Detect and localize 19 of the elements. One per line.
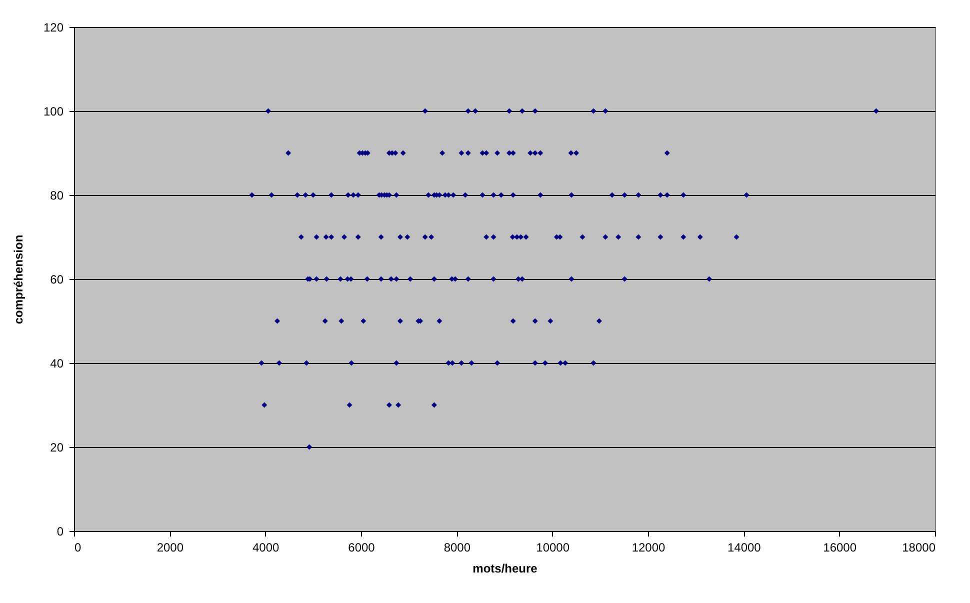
y-tick-label: 100 [43,104,64,118]
y-tick-label: 80 [50,188,64,202]
x-tick-label: 2000 [156,540,184,554]
x-tick-label: 12000 [632,540,666,554]
y-tick-label: 20 [50,440,64,454]
x-tick-label: 4000 [252,540,280,554]
x-tick-label: 16000 [823,540,857,554]
y-tick-label: 60 [50,272,64,286]
x-tick-label: 0 [74,540,82,554]
y-tick-label: 120 [43,20,64,34]
y-axis-title: compréhension [11,234,26,324]
x-axis-title: mots/heure [472,562,538,576]
y-tick-label: 40 [50,356,64,370]
x-tick-label: 18000 [902,540,936,554]
y-tick-label: 0 [56,524,64,538]
x-tick-label: 10000 [536,540,570,554]
x-tick-label: 14000 [727,540,762,554]
x-tick-label: 6000 [348,540,376,554]
x-tick-label: 8000 [444,540,471,554]
